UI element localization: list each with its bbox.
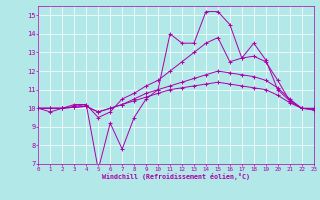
- X-axis label: Windchill (Refroidissement éolien,°C): Windchill (Refroidissement éolien,°C): [102, 173, 250, 180]
